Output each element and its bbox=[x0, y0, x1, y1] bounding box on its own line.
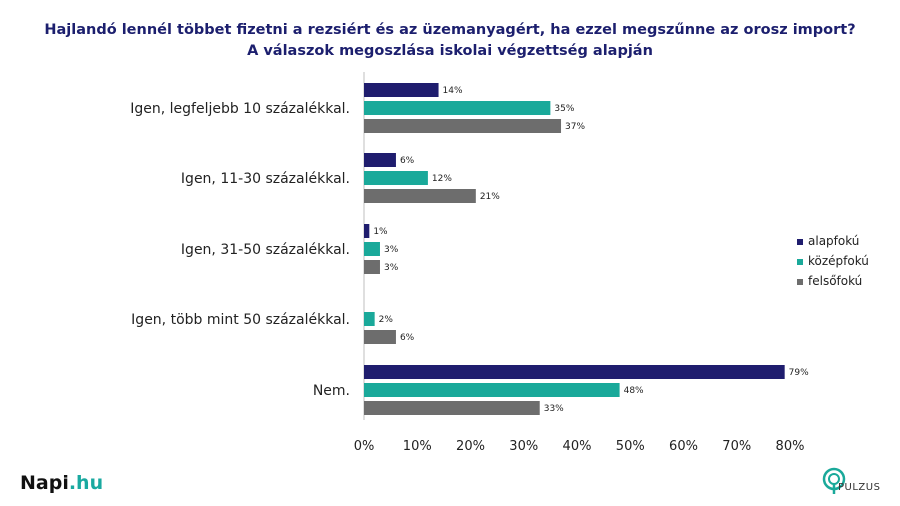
legend-swatch-felsőfokú bbox=[797, 279, 803, 285]
data-label: 6% bbox=[400, 333, 415, 343]
pulzus-logo-icon bbox=[822, 467, 846, 494]
x-tick-label: 40% bbox=[563, 439, 592, 454]
x-tick-label: 20% bbox=[456, 439, 485, 454]
data-label: 12% bbox=[432, 174, 452, 184]
data-label: 1% bbox=[373, 227, 388, 237]
bar-felsőfokú bbox=[364, 401, 540, 415]
x-tick-label: 30% bbox=[509, 439, 538, 454]
x-tick-label: 70% bbox=[722, 439, 751, 454]
bar-középfokú bbox=[364, 383, 620, 397]
data-label: 6% bbox=[400, 156, 415, 166]
chart-title: Hajlandó lennél többet fizetni a rezsiér… bbox=[0, 20, 900, 62]
category-label: Igen, 31-50 százalékkal. bbox=[181, 242, 350, 258]
data-label: 37% bbox=[565, 122, 585, 132]
x-tick-label: 60% bbox=[669, 439, 698, 454]
napi-hu-logo: Napi.hu bbox=[20, 472, 103, 494]
pulzus-logo-text: PULZUS bbox=[838, 482, 881, 493]
legend-label: középfokú bbox=[808, 254, 869, 268]
data-label: 3% bbox=[384, 263, 399, 273]
data-label: 21% bbox=[480, 192, 500, 202]
bar-középfokú bbox=[364, 171, 428, 185]
bar-középfokú bbox=[364, 242, 380, 256]
data-label: 33% bbox=[544, 404, 564, 414]
data-label: 2% bbox=[379, 315, 394, 325]
chart-title-line1: Hajlandó lennél többet fizetni a rezsiér… bbox=[44, 22, 856, 38]
bar-felsőfokú bbox=[364, 189, 476, 203]
category-label: Igen, 11-30 százalékkal. bbox=[181, 171, 350, 187]
category-label: Igen, legfeljebb 10 százalékkal. bbox=[130, 101, 350, 117]
bar-felsőfokú bbox=[364, 119, 562, 133]
bar-alapfokú bbox=[364, 365, 785, 379]
category-label: Igen, több mint 50 százalékkal. bbox=[131, 312, 350, 328]
bar-felsőfokú bbox=[364, 330, 396, 344]
chart-subtitle: A válaszok megoszlása iskolai végzettség… bbox=[247, 43, 653, 59]
brand-name: Napi bbox=[20, 472, 69, 494]
data-label: 14% bbox=[443, 86, 463, 96]
bar-alapfokú bbox=[364, 224, 370, 238]
bar-felsőfokú bbox=[364, 260, 380, 274]
legend-swatch-középfokú bbox=[797, 259, 803, 265]
x-tick-label: 80% bbox=[776, 439, 805, 454]
x-tick-label: 50% bbox=[616, 439, 645, 454]
data-label: 79% bbox=[789, 368, 809, 378]
legend-label: felsőfokú bbox=[808, 274, 862, 288]
bar-alapfokú bbox=[364, 153, 396, 167]
data-label: 3% bbox=[384, 245, 399, 255]
category-label: Nem. bbox=[313, 383, 350, 399]
bar-középfokú bbox=[364, 312, 375, 326]
legend-swatch-alapfokú bbox=[797, 239, 803, 245]
x-tick-label: 10% bbox=[403, 439, 432, 454]
data-label: 48% bbox=[624, 386, 644, 396]
bar-középfokú bbox=[364, 101, 551, 115]
data-label: 35% bbox=[554, 104, 574, 114]
x-tick-label: 0% bbox=[354, 439, 375, 454]
bar-alapfokú bbox=[364, 83, 439, 97]
brand-suffix: .hu bbox=[68, 472, 104, 494]
legend-label: alapfokú bbox=[808, 234, 859, 248]
